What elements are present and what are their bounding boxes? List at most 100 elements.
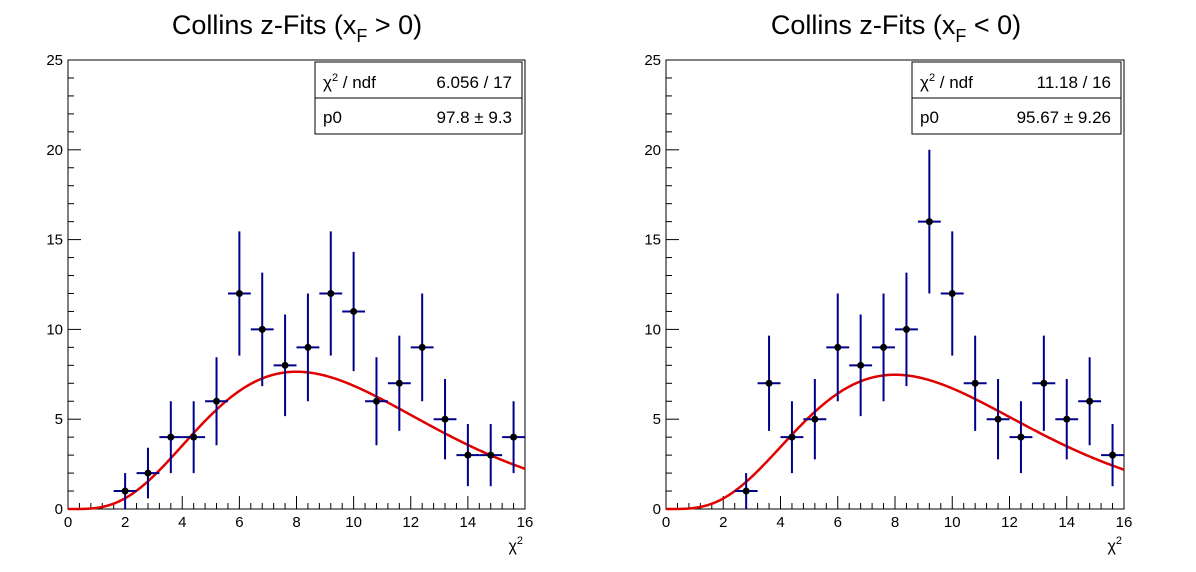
data-marker (235, 289, 243, 297)
data-marker (418, 343, 426, 351)
data-point-5 (826, 293, 850, 402)
x-tick-label: 4 (776, 514, 784, 531)
stats-chi2-label: χ2 / ndf (920, 72, 973, 92)
data-marker (1086, 397, 1094, 405)
x-tick-label: 2 (121, 514, 129, 531)
stats-chi2-ndf: / ndf (338, 73, 376, 92)
x-axis-label: χ2 (508, 535, 523, 555)
data-marker (925, 218, 933, 226)
x-tick-label: 10 (345, 514, 362, 531)
data-point-11 (963, 335, 987, 431)
data-point-10 (319, 231, 343, 356)
y-tick-label: 5 (55, 411, 63, 428)
x-tick-label: 12 (1001, 514, 1018, 531)
data-point-16 (1078, 357, 1102, 446)
data-marker (144, 469, 152, 477)
data-point-8 (895, 272, 918, 387)
data-marker (213, 397, 221, 405)
y-tick-label: 10 (46, 321, 63, 338)
fit-curve (68, 370, 526, 511)
chart-panel-1: Collins z-Fits (xF > 0) 0 2 4 6 8 10 12 14 16 0 5 10… (46, 10, 533, 555)
data-marker (811, 415, 819, 423)
stats-chi2-superscript: 2 (332, 72, 338, 84)
x-tick-label: 8 (891, 514, 899, 531)
x-tick-label: 16 (1116, 514, 1133, 531)
chart-title-subscript: F (356, 26, 367, 46)
data-marker (788, 433, 796, 441)
data-marker (327, 289, 335, 297)
stats-box: χ2 / ndf 11.18 / 16 p0 95.67 ± 9.26 (911, 61, 1122, 135)
stats-p0-value: 95.67 ± 9.26 (1017, 108, 1111, 127)
stats-chi2-value: 11.18 / 16 (1037, 73, 1111, 92)
fit-curve (666, 373, 1125, 511)
data-point-7 (250, 272, 274, 387)
data-point-13 (1009, 401, 1033, 474)
data-point-15 (1055, 378, 1079, 460)
data-point-9 (296, 293, 320, 402)
chart-title: Collins z-Fits (xF < 0) (771, 10, 1021, 46)
x-axis-label-superscript: 2 (517, 535, 523, 547)
data-marker (510, 433, 518, 441)
data-point-2 (757, 335, 781, 431)
y-tick-label: 20 (644, 142, 661, 159)
stats-p0-value: 97.8 ± 9.3 (437, 108, 513, 127)
x-axis-label-text: χ (1107, 538, 1116, 555)
data-point-16 (456, 424, 480, 487)
data-point-13 (387, 335, 411, 431)
y-tick-label: 0 (55, 501, 63, 518)
stats-box: χ2 / ndf 6.056 / 17 p0 97.8 ± 9.3 (314, 61, 523, 135)
data-marker (742, 487, 750, 495)
data-point-6 (227, 231, 251, 356)
data-marker (167, 433, 175, 441)
y-tick-label: 15 (46, 232, 63, 249)
data-marker (281, 361, 289, 369)
data-marker (1017, 433, 1025, 441)
x-tick-label: 4 (178, 514, 186, 531)
data-marker (258, 325, 266, 333)
data-marker (857, 361, 865, 369)
x-tick-label: 8 (292, 514, 300, 531)
data-marker (765, 379, 773, 387)
data-marker (350, 307, 358, 315)
data-marker (1040, 379, 1048, 387)
data-marker (441, 415, 449, 423)
x-axis-label-text: χ (508, 538, 517, 555)
data-point-5 (205, 357, 228, 446)
chart-panel-2: Collins z-Fits (xF < 0) 0 2 4 6 8 10 12 14 16 0 5 10… (644, 10, 1132, 555)
data-marker (487, 451, 495, 459)
x-tick-label: 6 (834, 514, 842, 531)
data-point-9 (917, 149, 941, 294)
chart-title-tail: < 0) (966, 10, 1021, 40)
x-tick-label: 2 (719, 514, 727, 531)
x-tick-label: 12 (402, 514, 419, 531)
data-point-14 (1032, 335, 1056, 431)
y-tick-label: 0 (653, 501, 661, 518)
data-point-6 (849, 314, 873, 417)
data-marker (304, 343, 312, 351)
x-tick-label: 16 (517, 514, 534, 531)
data-point-4 (803, 378, 827, 460)
stats-chi2-label: χ2 / ndf (323, 72, 376, 92)
data-marker (948, 289, 956, 297)
data-point-14 (410, 293, 434, 402)
chart-title-text: Collins z-Fits (x (771, 10, 956, 40)
y-tick-label: 20 (46, 142, 63, 159)
data-marker (994, 415, 1002, 423)
x-axis-label-superscript: 2 (1116, 535, 1122, 547)
data-point-1 (113, 473, 137, 509)
x-tick-label: 6 (235, 514, 243, 531)
data-point-10 (940, 231, 964, 356)
stats-chi2-ndf: / ndf (935, 73, 973, 92)
stats-p0-label: p0 (920, 108, 939, 127)
data-point-15 (433, 378, 457, 460)
data-point-8 (273, 314, 297, 417)
data-marker (1063, 415, 1071, 423)
x-tick-label: 14 (460, 514, 477, 531)
data-point-17 (1101, 424, 1124, 487)
data-marker (971, 379, 979, 387)
data-point-3 (780, 401, 804, 474)
data-marker (395, 379, 403, 387)
data-point-1 (734, 473, 758, 509)
data-marker (1109, 451, 1117, 459)
